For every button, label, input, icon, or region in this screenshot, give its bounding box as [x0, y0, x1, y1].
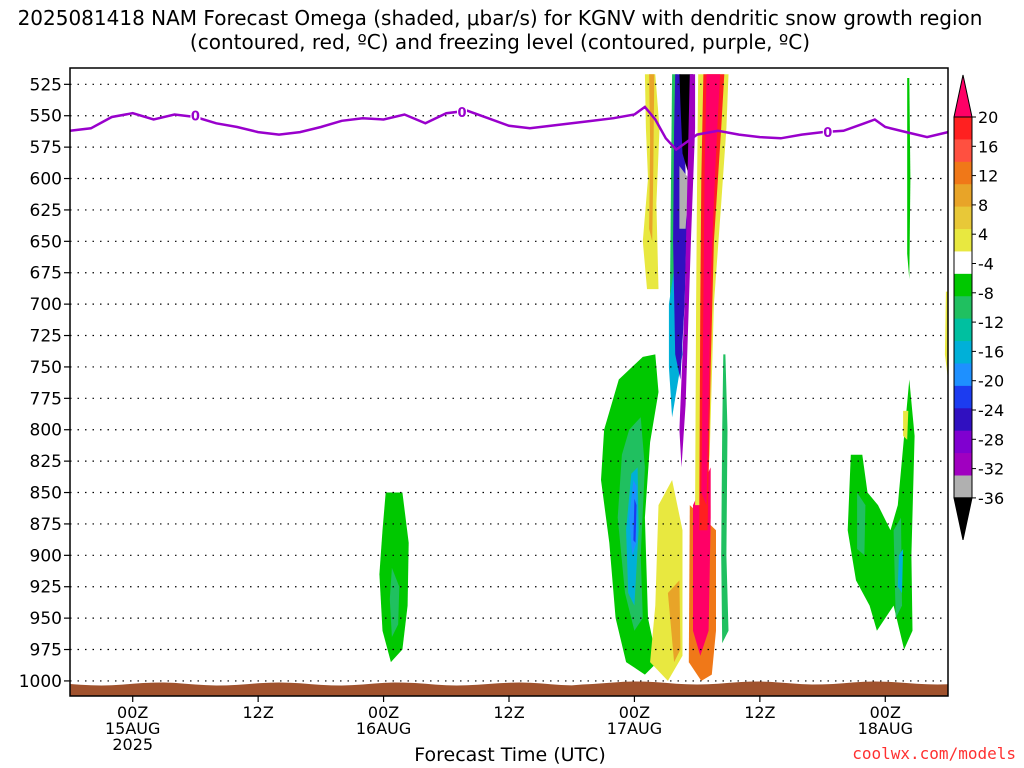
y-tick-label: 750: [30, 358, 62, 378]
colorbar-box: [954, 341, 972, 364]
colorbar-box: [954, 408, 972, 432]
y-tick-label: 800: [30, 421, 62, 441]
omega-region: [667, 580, 681, 663]
omega-region: [897, 549, 904, 593]
colorbar-label: 12: [978, 167, 998, 186]
colorbar-label: -28: [978, 430, 1004, 449]
x-tick-label: 16AUG: [356, 719, 411, 738]
x-tick-label: 18AUG: [858, 719, 913, 738]
omega-region: [679, 74, 696, 468]
freezing-level-line: [69, 105, 949, 152]
y-tick-label: 700: [30, 295, 62, 315]
x-axis-label: Forecast Time (UTC): [414, 744, 606, 766]
x-tick-label: 17AUG: [607, 719, 662, 738]
colorbar-box: [954, 229, 972, 252]
freezing-level-label: 0: [457, 106, 466, 121]
y-tick-label: 550: [30, 107, 62, 127]
freezing-level-label-bg: [190, 108, 201, 122]
colorbar-box: [954, 296, 972, 320]
colorbar-box: [954, 161, 972, 185]
x-tick-label: 15AUG: [105, 719, 160, 738]
colorbar-label: -36: [978, 489, 1004, 508]
colorbar-box: [954, 139, 972, 163]
colorbar-box: [954, 453, 972, 476]
y-tick-label: 575: [30, 138, 62, 158]
chart-title: 2025081418 NAM Forecast Omega (shaded, μ…: [17, 6, 983, 54]
omega-region: [701, 74, 721, 506]
colorbar-label: -20: [978, 372, 1004, 391]
y-tick-label: 1000: [19, 672, 62, 692]
x-tick-label: 12Z: [493, 703, 524, 722]
colorbar-top-triangle: [953, 74, 973, 118]
y-tick-label: 900: [30, 546, 62, 566]
freezing-level-label: 0: [191, 110, 200, 125]
terrain-surface: [70, 681, 948, 696]
colorbar-label: -8: [978, 284, 994, 303]
colorbar-label: -16: [978, 342, 1004, 361]
omega-region: [857, 492, 866, 556]
colorbar-label: -12: [978, 313, 1004, 332]
y-tick-label: 950: [30, 609, 62, 629]
colorbar-label: -32: [978, 460, 1004, 479]
y-tick-label: 775: [30, 389, 62, 409]
colorbar-label: 8: [978, 196, 988, 215]
y-tick-label: 850: [30, 484, 62, 504]
y-tick-label: 525: [30, 75, 62, 95]
omega-region: [907, 78, 911, 279]
x-tick-label: 00Z: [117, 703, 148, 722]
omega-region: [903, 410, 909, 440]
y-tick-label: 675: [30, 264, 62, 284]
y-tick-label: 650: [30, 232, 62, 252]
y-tick-label: 925: [30, 578, 62, 598]
y-tick-label: 600: [30, 170, 62, 190]
colorbar-box: [954, 117, 972, 140]
omega-region: [944, 291, 948, 380]
y-tick-label: 875: [30, 515, 62, 535]
colorbar-bottom-triangle: [953, 497, 973, 541]
colorbar-box: [954, 318, 972, 342]
freezing-level-label-bg: [456, 104, 467, 118]
colorbar-box: [954, 184, 972, 208]
freezing-level-label: 0: [823, 126, 832, 141]
omega-region: [389, 567, 400, 637]
plot-area: [70, 68, 948, 696]
colorbar-label: 16: [978, 137, 998, 156]
y-tick-label: 975: [30, 641, 62, 661]
colorbar-box: [954, 430, 972, 454]
freezing-level-label-bg: [822, 125, 833, 139]
x-tick-label: 12Z: [744, 703, 775, 722]
omega-region: [721, 354, 729, 644]
colorbar-label: -4: [978, 255, 994, 274]
y-tick-label: 825: [30, 452, 62, 472]
x-tick-label: 2025: [112, 735, 153, 754]
colorbar-box: [954, 385, 972, 409]
colorbar-label: 20: [978, 108, 998, 127]
colorbar-label: 4: [978, 225, 988, 244]
colorbar-box: [954, 475, 972, 499]
x-tick-label: 12Z: [242, 703, 273, 722]
y-tick-label: 625: [30, 201, 62, 221]
credit-link[interactable]: coolwx.com/models: [852, 744, 1016, 763]
x-tick-label: 00Z: [870, 703, 901, 722]
x-tick-label: 00Z: [619, 703, 650, 722]
colorbar-label: -24: [978, 401, 1004, 420]
omega-region: [893, 517, 902, 619]
x-tick-label: 00Z: [368, 703, 399, 722]
colorbar-box: [954, 273, 972, 297]
omega-region: [679, 166, 689, 229]
colorbar-box: [954, 206, 972, 230]
y-tick-label: 725: [30, 327, 62, 347]
colorbar-box: [954, 251, 972, 275]
colorbar-box: [954, 363, 972, 387]
omega-region: [633, 498, 637, 543]
